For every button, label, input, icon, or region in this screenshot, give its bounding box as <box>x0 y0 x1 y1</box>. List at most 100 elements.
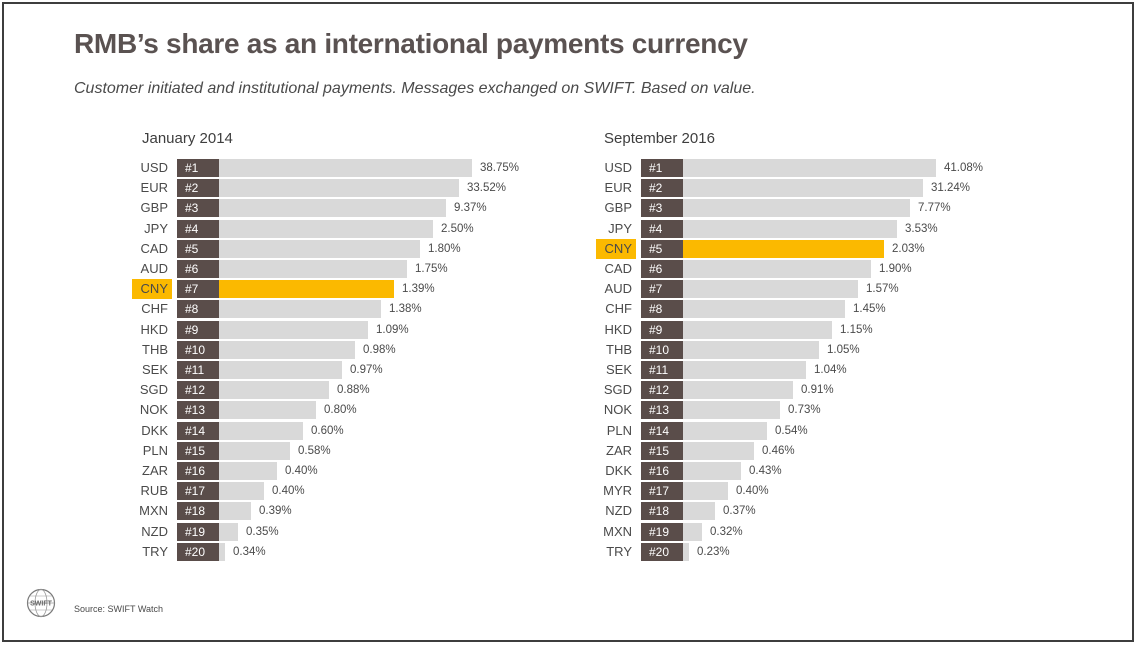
value-label: 1.15% <box>840 324 873 336</box>
rank-tag: #3 <box>177 199 219 217</box>
currency-code: GBP <box>140 200 168 215</box>
rank-tag: #19 <box>641 523 683 541</box>
value-label: 0.97% <box>350 364 383 376</box>
bar <box>683 523 702 541</box>
bar <box>219 401 316 419</box>
value-label: 0.40% <box>285 465 318 477</box>
value-label: 31.24% <box>931 182 971 194</box>
currency-code: GBP <box>604 200 632 215</box>
bar <box>683 482 728 500</box>
value-label: 3.53% <box>905 223 938 235</box>
value-label: 1.90% <box>879 263 912 275</box>
value-label: 0.32% <box>710 526 743 538</box>
value-label: 1.45% <box>853 303 886 315</box>
currency-code: ZAR <box>142 463 168 478</box>
currency-code: PLN <box>142 443 168 458</box>
bar-row-nok: NOK #13 0.80% <box>132 400 612 420</box>
bar-row-eur: EUR #2 33.52% <box>132 178 612 198</box>
rank-tag: #14 <box>177 422 219 440</box>
currency-code: CNY <box>596 239 636 259</box>
bar-row-nzd: NZD #19 0.35% <box>132 522 612 542</box>
bar-row-thb: THB #10 0.98% <box>132 340 612 360</box>
bar <box>219 523 238 541</box>
bar <box>683 240 884 258</box>
currency-code: SGD <box>603 382 632 397</box>
chart-title-sep-2016: September 2016 <box>604 130 715 147</box>
currency-code: CHF <box>141 301 168 316</box>
value-label: 1.75% <box>415 263 448 275</box>
bar <box>683 361 806 379</box>
bar-row-mxn: MXN #18 0.39% <box>132 501 612 521</box>
ranking-chart-sep-2016: USD #1 41.08% EUR #2 31.24% GBP #3 7.77% JPY #4 3.5… <box>596 158 1076 568</box>
rank-tag: #16 <box>177 462 219 480</box>
currency-code: JPY <box>608 221 632 236</box>
value-label: 1.38% <box>389 303 422 315</box>
bar <box>219 260 407 278</box>
bar <box>219 361 342 379</box>
bar-row-hkd: HKD #9 1.09% <box>132 320 612 340</box>
rank-tag: #1 <box>641 159 683 177</box>
value-label: 0.80% <box>324 404 357 416</box>
bar-row-pln: PLN #14 0.54% <box>596 421 1076 441</box>
chart-title-jan-2014: January 2014 <box>142 130 233 147</box>
currency-code: EUR <box>604 180 632 195</box>
currency-code: SGD <box>139 382 168 397</box>
currency-code: CAD <box>140 241 168 256</box>
currency-code: DKK <box>141 423 168 438</box>
currency-code: NZD <box>141 524 168 539</box>
currency-code: DKK <box>605 463 632 478</box>
rank-tag: #11 <box>641 361 683 379</box>
rank-tag: #6 <box>641 260 683 278</box>
currency-code: CHF <box>605 301 632 316</box>
value-label: 2.50% <box>441 223 474 235</box>
bar-row-mxn: MXN #19 0.32% <box>596 522 1076 542</box>
page-title: RMB’s share as an international payments… <box>74 28 748 59</box>
currency-code: PLN <box>606 423 632 438</box>
currency-code: HKD <box>604 322 632 337</box>
ranking-chart-jan-2014: USD #1 38.75% EUR #2 33.52% GBP #3 9.37% JPY #4 2.5… <box>132 158 612 568</box>
rank-tag: #13 <box>641 401 683 419</box>
rank-tag: #4 <box>177 220 219 238</box>
bar <box>219 240 420 258</box>
rank-tag: #1 <box>177 159 219 177</box>
currency-code: NOK <box>603 402 632 417</box>
rank-tag: #4 <box>641 220 683 238</box>
rank-tag: #19 <box>177 523 219 541</box>
bar <box>219 280 394 298</box>
rank-tag: #9 <box>177 321 219 339</box>
value-label: 0.58% <box>298 445 331 457</box>
currency-code: TRY <box>606 544 632 559</box>
bar-row-usd: USD #1 41.08% <box>596 158 1076 178</box>
currency-code: USD <box>604 160 632 175</box>
bar-row-jpy: JPY #4 3.53% <box>596 219 1076 239</box>
currency-code: RUB <box>140 483 168 498</box>
bar <box>683 260 871 278</box>
currency-code: MXN <box>603 524 632 539</box>
rank-tag: #15 <box>641 442 683 460</box>
bar <box>683 321 832 339</box>
bar <box>219 199 446 217</box>
bar-row-cny: CNY #7 1.39% <box>132 279 612 299</box>
bar <box>683 179 923 197</box>
rank-tag: #18 <box>641 502 683 520</box>
rank-tag: #8 <box>641 300 683 318</box>
currency-code: CAD <box>604 261 632 276</box>
bar <box>683 199 910 217</box>
bar <box>683 462 741 480</box>
bar-row-hkd: HKD #9 1.15% <box>596 320 1076 340</box>
rank-tag: #5 <box>641 240 683 258</box>
bar-row-gbp: GBP #3 7.77% <box>596 198 1076 218</box>
bar <box>219 341 355 359</box>
rank-tag: #20 <box>641 543 683 561</box>
bar <box>683 381 793 399</box>
rank-tag: #17 <box>177 482 219 500</box>
bar-row-jpy: JPY #4 2.50% <box>132 219 612 239</box>
currency-code: JPY <box>144 221 168 236</box>
value-label: 9.37% <box>454 202 487 214</box>
value-label: 1.09% <box>376 324 409 336</box>
bar-row-zar: ZAR #16 0.40% <box>132 461 612 481</box>
bar-row-aud: AUD #7 1.57% <box>596 279 1076 299</box>
rank-tag: #9 <box>641 321 683 339</box>
rank-tag: #7 <box>641 280 683 298</box>
